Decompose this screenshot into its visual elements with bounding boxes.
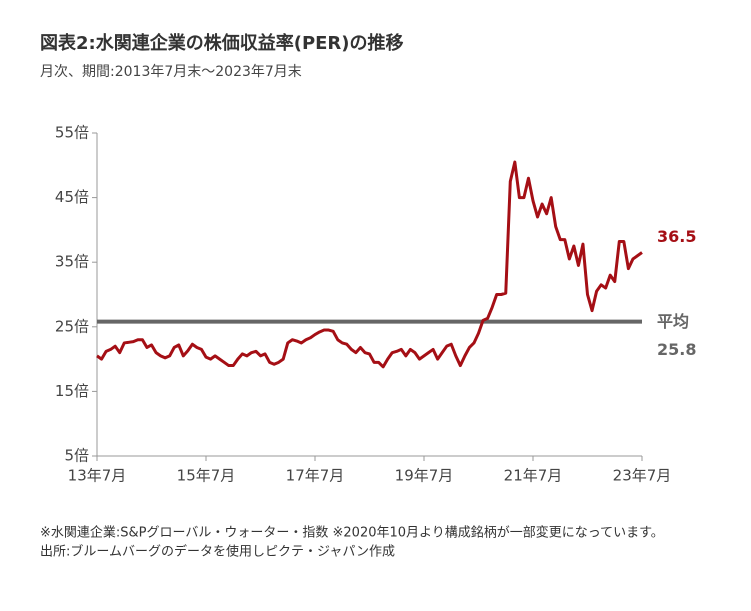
average-label: 平均 bbox=[657, 312, 689, 331]
y-tick-label: 5倍 bbox=[64, 447, 89, 465]
average-value: 25.8 bbox=[657, 340, 696, 359]
y-tick-label: 15倍 bbox=[55, 382, 89, 400]
x-tick-label: 19年7月 bbox=[395, 467, 454, 485]
series-line bbox=[96, 160, 643, 369]
y-tick-label: 25倍 bbox=[55, 317, 89, 335]
footnote: ※水関連企業:S&Pグローバル・ウォーター・指数 ※2020年10月より構成銘柄… bbox=[40, 525, 664, 541]
footnote: 出所:ブルームバーグのデータを使用しピクテ・ジャパン作成 bbox=[40, 544, 395, 560]
x-tick-label: 23年7月 bbox=[613, 467, 672, 485]
x-tick-label: 13年7月 bbox=[68, 467, 127, 485]
x-tick-label: 15年7月 bbox=[177, 467, 236, 485]
last-value-label: 36.5 bbox=[657, 227, 696, 246]
chart-subtitle: 月次、期間:2013年7月末〜2023年7月末 bbox=[40, 64, 302, 80]
x-tick-label: 17年7月 bbox=[286, 467, 345, 485]
y-tick-label: 55倍 bbox=[55, 124, 89, 142]
chart-title: 図表2:水関連企業の株価収益率(PER)の推移 bbox=[40, 32, 404, 54]
x-tick-label: 21年7月 bbox=[504, 467, 563, 485]
y-tick-label: 45倍 bbox=[55, 188, 89, 206]
y-tick-label: 35倍 bbox=[55, 253, 89, 271]
